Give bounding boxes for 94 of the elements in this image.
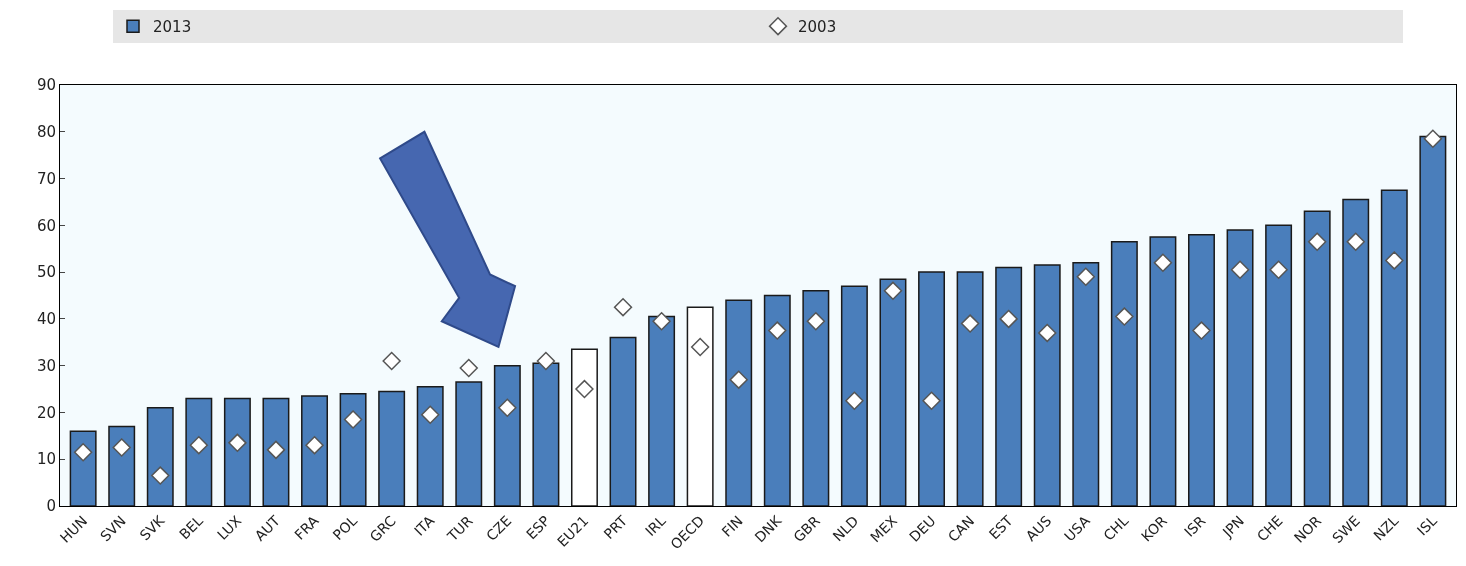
bar: [609, 336, 637, 506]
point: [883, 281, 903, 301]
y-tick-label: 90: [36, 76, 56, 95]
x-tick-label: CHL: [1100, 512, 1132, 544]
bar: [416, 385, 444, 506]
y-tick-label: 60: [36, 216, 56, 235]
point: [1038, 323, 1057, 343]
x-tick-label: ITA: [411, 512, 438, 539]
x-tick-label: BEL: [176, 512, 207, 543]
bar: [185, 397, 213, 506]
bar: [532, 362, 560, 506]
point: [1115, 307, 1134, 326]
legend-label: 2003: [798, 18, 837, 36]
bar: [840, 285, 868, 506]
point: [1385, 251, 1404, 270]
point: [729, 370, 748, 389]
x-tick-label: FIN: [718, 512, 746, 540]
bar: [378, 390, 406, 506]
bar: [455, 381, 483, 506]
point: [1307, 232, 1327, 251]
point: [1423, 129, 1443, 148]
point: [690, 337, 710, 357]
bar: [1149, 236, 1177, 506]
point: [459, 358, 478, 378]
point: [536, 351, 556, 371]
point: [228, 433, 247, 453]
point: [189, 435, 209, 455]
point: [922, 391, 941, 410]
bar: [262, 397, 290, 506]
point: [960, 314, 980, 333]
y-tick-label: 70: [36, 169, 56, 188]
point: [498, 398, 517, 417]
bar: [1110, 240, 1138, 506]
bar: [69, 430, 97, 506]
bar: [1380, 189, 1408, 506]
x-tick-label: USA: [1061, 512, 1094, 545]
bar: [1265, 224, 1293, 506]
point: [343, 410, 363, 429]
bar: [1342, 198, 1370, 506]
point: [806, 312, 826, 331]
point: [382, 351, 401, 371]
x-tick-label: ESP: [523, 512, 553, 543]
legend-label: 2013: [153, 18, 192, 36]
x-tick-label: ISR: [1181, 512, 1209, 540]
bar: [879, 278, 907, 506]
bar: [223, 397, 251, 506]
bar: [146, 407, 174, 506]
point: [305, 435, 324, 455]
bar: [1072, 262, 1100, 506]
point: [112, 438, 131, 457]
bar: [493, 364, 521, 506]
point: [421, 405, 440, 424]
bar: [956, 271, 984, 506]
point: [1192, 321, 1211, 340]
y-tick-label: 10: [36, 450, 56, 469]
bar: [725, 299, 753, 506]
x-tick-label: POL: [329, 512, 361, 544]
point: [999, 309, 1018, 329]
x-tick-label: IRL: [642, 512, 669, 540]
y-tick-label: 20: [36, 403, 56, 422]
point: [151, 466, 170, 485]
point: [1346, 232, 1365, 251]
y-tick-label: 0: [46, 497, 56, 516]
x-tick-label: FRA: [291, 512, 322, 543]
point: [1076, 267, 1095, 286]
bar: [1033, 264, 1061, 506]
x-tick-label: TUR: [443, 512, 477, 545]
point: [845, 391, 864, 410]
bar: [108, 425, 136, 506]
bar: [995, 266, 1023, 506]
bar: [339, 392, 367, 506]
y-tick-label: 30: [36, 356, 56, 375]
x-tick-label: NZL: [1370, 512, 1402, 544]
bar: [763, 294, 791, 506]
y-tick-label: 50: [36, 263, 56, 282]
point: [73, 443, 93, 462]
point: [768, 321, 787, 340]
bar: [1303, 210, 1331, 506]
y-tick-label: 80: [36, 123, 56, 142]
point: [1269, 260, 1288, 279]
y-tick-label: 40: [36, 310, 56, 329]
point: [1153, 253, 1173, 272]
bar: [301, 395, 328, 506]
bar: [802, 290, 830, 506]
bar: [918, 271, 946, 506]
bar: [1188, 233, 1215, 506]
bar: [648, 315, 676, 506]
x-tick-label: ISL: [1413, 512, 1441, 539]
point: [266, 440, 286, 460]
point: [1230, 260, 1250, 279]
bar: [1419, 135, 1447, 506]
point: [613, 297, 633, 317]
point: [652, 312, 671, 331]
bar: [1226, 229, 1254, 506]
